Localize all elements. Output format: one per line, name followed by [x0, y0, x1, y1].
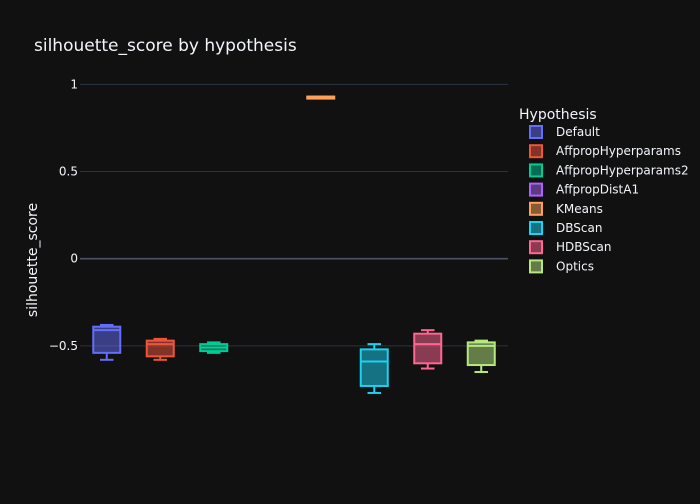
legend-label: AffpropHyperparams2 — [556, 163, 689, 177]
legend-swatch — [529, 221, 543, 235]
box-affprophyperparams2 — [199, 341, 229, 354]
legend-swatch — [529, 182, 543, 197]
box-iqr — [359, 348, 389, 387]
legend-item-optics[interactable]: Optics — [529, 259, 594, 274]
y-axis-label: silhouette_score — [25, 203, 41, 317]
box-iqr — [413, 332, 443, 365]
legend-label: HDBScan — [556, 240, 611, 254]
box-iqr — [145, 339, 175, 358]
legend-label: Default — [556, 125, 600, 139]
box-optics — [466, 339, 496, 374]
box-hdbscan — [413, 329, 443, 370]
legend[interactable]: Hypothesis Default AffpropHyperparams Affp… — [519, 107, 689, 274]
legend-swatch — [529, 259, 543, 274]
y-tick-label: 0 — [70, 252, 78, 266]
y-tick-label: −0.5 — [49, 339, 78, 353]
legend-label: Optics — [556, 259, 594, 273]
legend-item-dbscan[interactable]: DBScan — [529, 221, 602, 235]
legend-swatch — [529, 144, 543, 159]
legend-label: AffpropDistA1 — [556, 183, 639, 197]
box-default — [92, 323, 122, 361]
legend-label: AffpropHyperparams — [556, 144, 681, 158]
legend-item-affprophyperparams2[interactable]: AffpropHyperparams2 — [529, 163, 689, 178]
box-plot-layer — [92, 95, 496, 394]
y-tick-label: 0.5 — [59, 165, 78, 179]
box-kmeans — [306, 95, 336, 100]
box-affprophyperparams — [145, 337, 175, 361]
legend-item-affpropdista1[interactable]: AffpropDistA1 — [529, 182, 639, 197]
y-axis-ticks: −0.5 0 0.5 1 — [49, 77, 78, 352]
legend-label: KMeans — [556, 202, 603, 216]
legend-item-hdbscan[interactable]: HDBScan — [529, 240, 611, 255]
legend-title: Hypothesis — [519, 107, 597, 123]
box-dbscan — [359, 343, 389, 394]
legend-item-affprophyperparams[interactable]: AffpropHyperparams — [529, 144, 681, 159]
y-tick-label: 1 — [70, 77, 78, 91]
legend-swatch — [529, 163, 543, 178]
legend-label: DBScan — [556, 221, 602, 235]
box-iqr — [466, 341, 496, 367]
legend-swatch — [529, 201, 543, 216]
legend-item-default[interactable]: Default — [529, 125, 600, 139]
chart-title: silhouette_score by hypothesis — [34, 36, 297, 56]
legend-swatch — [529, 240, 543, 255]
legend-swatch — [529, 125, 543, 139]
grid-layer — [80, 83, 508, 347]
legend-item-kmeans[interactable]: KMeans — [529, 201, 603, 216]
